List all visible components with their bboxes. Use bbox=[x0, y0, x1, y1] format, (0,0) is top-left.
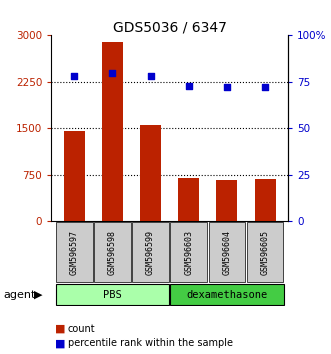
Text: GSM596604: GSM596604 bbox=[222, 230, 231, 275]
Text: GSM596599: GSM596599 bbox=[146, 230, 155, 275]
FancyBboxPatch shape bbox=[247, 223, 283, 282]
Text: ■: ■ bbox=[55, 338, 65, 348]
Point bbox=[71, 73, 77, 79]
Text: ▶: ▶ bbox=[34, 290, 42, 300]
Text: GSM596598: GSM596598 bbox=[108, 230, 117, 275]
Text: ■: ■ bbox=[55, 324, 65, 333]
Text: GSM596603: GSM596603 bbox=[184, 230, 193, 275]
Point bbox=[148, 73, 153, 79]
FancyBboxPatch shape bbox=[170, 284, 284, 305]
Point bbox=[224, 85, 229, 90]
FancyBboxPatch shape bbox=[170, 223, 207, 282]
Text: count: count bbox=[68, 324, 95, 333]
FancyBboxPatch shape bbox=[56, 284, 169, 305]
Bar bbox=[102, 42, 123, 221]
FancyBboxPatch shape bbox=[209, 223, 245, 282]
FancyBboxPatch shape bbox=[132, 223, 169, 282]
FancyBboxPatch shape bbox=[56, 223, 93, 282]
Title: GDS5036 / 6347: GDS5036 / 6347 bbox=[113, 20, 227, 34]
Text: agent: agent bbox=[3, 290, 36, 300]
Point bbox=[110, 70, 115, 75]
Bar bbox=[216, 180, 237, 221]
Text: PBS: PBS bbox=[103, 290, 122, 300]
Text: GSM596605: GSM596605 bbox=[260, 230, 269, 275]
Bar bbox=[178, 178, 199, 221]
Point bbox=[262, 85, 268, 90]
Bar bbox=[64, 131, 85, 221]
Text: GSM596597: GSM596597 bbox=[70, 230, 79, 275]
Point bbox=[186, 83, 191, 88]
Bar bbox=[255, 179, 276, 221]
Text: dexamethasone: dexamethasone bbox=[186, 290, 267, 300]
Text: percentile rank within the sample: percentile rank within the sample bbox=[68, 338, 233, 348]
FancyBboxPatch shape bbox=[94, 223, 131, 282]
Bar bbox=[140, 125, 161, 221]
